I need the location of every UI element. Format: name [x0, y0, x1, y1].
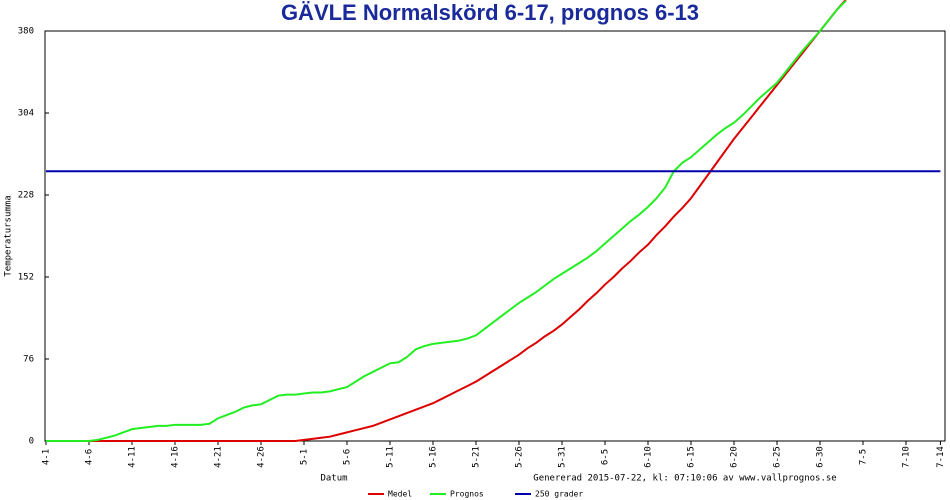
x-tick-label: 6-10 — [644, 446, 654, 468]
x-tick-label: 4-6 — [85, 449, 95, 465]
x-tick-label: 7-10 — [902, 446, 912, 468]
y-tick-label: 0 — [29, 437, 34, 447]
x-tick-label: 7-14 — [936, 446, 946, 468]
chart-title: GÄVLE Normalskörd 6-17, prognos 6-13 — [281, 0, 699, 25]
x-tick-label: 6-5 — [601, 449, 611, 465]
legend-label: Prognos — [450, 490, 484, 499]
x-tick-label: 5-1 — [300, 449, 310, 465]
x-tick-label: 7-5 — [859, 449, 869, 465]
y-tick-label: 380 — [18, 27, 34, 37]
legend-label: 250 grader — [535, 490, 583, 499]
x-axis-label: Datum — [320, 474, 347, 484]
y-tick-label: 152 — [18, 273, 34, 283]
x-tick-label: 4-21 — [214, 446, 224, 468]
x-tick-label: 6-25 — [773, 446, 783, 468]
x-tick-label: 4-1 — [42, 449, 52, 465]
y-axis-label: Temperatursumma — [4, 195, 14, 276]
data-line — [46, 0, 847, 442]
x-tick-label: 5-16 — [429, 446, 439, 468]
y-tick-label: 304 — [18, 109, 34, 119]
data-line — [46, 0, 847, 442]
x-tick-label: 5-26 — [515, 446, 525, 468]
annotation: Genererad 2015-07-22, kl: 07:10:06 av ww… — [533, 474, 836, 484]
x-tick-label: 5-31 — [558, 446, 568, 468]
x-tick-label: 4-26 — [257, 446, 267, 468]
x-tick-label: 4-11 — [128, 446, 138, 468]
y-tick-label: 76 — [23, 355, 34, 365]
x-tick-label: 5-21 — [472, 446, 482, 468]
x-tick-label: 5-6 — [343, 449, 353, 465]
x-tick-label: 6-30 — [816, 446, 826, 468]
x-tick-label: 6-15 — [687, 446, 697, 468]
x-tick-label: 4-16 — [171, 446, 181, 468]
y-tick-label: 228 — [18, 191, 34, 201]
legend-label: Medel — [388, 490, 412, 499]
plot-frame — [44, 30, 946, 442]
x-tick-label: 6-20 — [730, 446, 740, 468]
x-tick-label: 5-11 — [386, 446, 396, 468]
